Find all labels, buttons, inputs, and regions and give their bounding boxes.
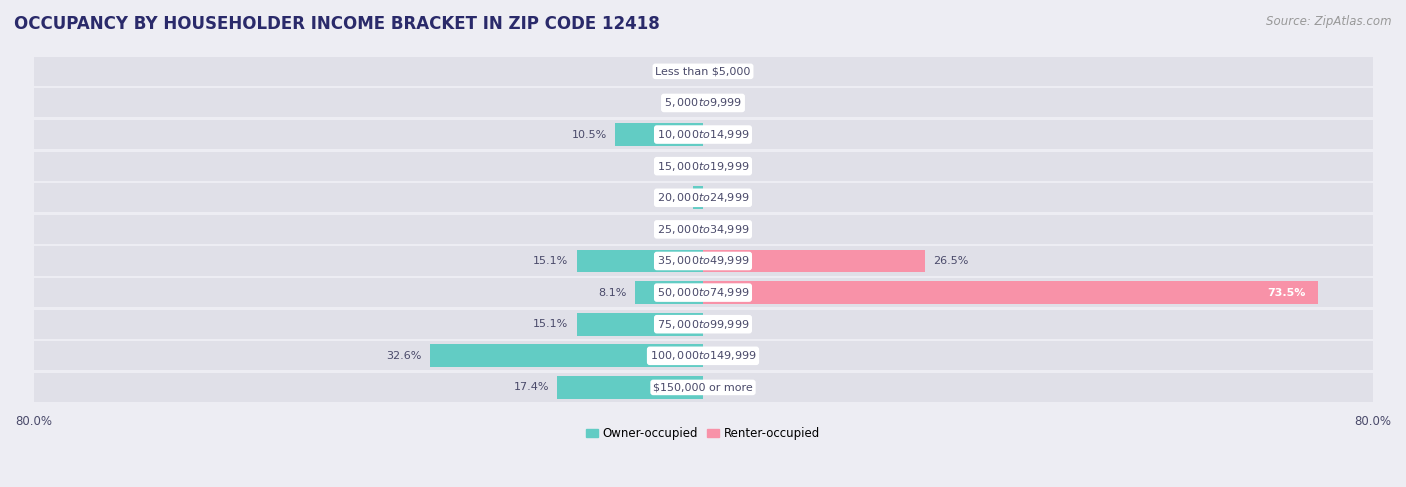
Text: $35,000 to $49,999: $35,000 to $49,999 xyxy=(657,255,749,267)
Text: 10.5%: 10.5% xyxy=(571,130,607,140)
Text: 32.6%: 32.6% xyxy=(387,351,422,361)
Bar xyxy=(34,341,1372,370)
Text: 15.1%: 15.1% xyxy=(533,319,568,329)
Text: 0.0%: 0.0% xyxy=(711,130,740,140)
Text: OCCUPANCY BY HOUSEHOLDER INCOME BRACKET IN ZIP CODE 12418: OCCUPANCY BY HOUSEHOLDER INCOME BRACKET … xyxy=(14,15,659,33)
Bar xyxy=(576,250,703,272)
Text: Less than $5,000: Less than $5,000 xyxy=(655,66,751,76)
Bar xyxy=(636,281,703,304)
Bar xyxy=(703,281,1317,304)
Text: 0.0%: 0.0% xyxy=(666,66,695,76)
Text: 17.4%: 17.4% xyxy=(513,382,548,393)
Bar xyxy=(34,246,1372,276)
Text: 0.0%: 0.0% xyxy=(711,319,740,329)
Bar xyxy=(557,376,703,399)
Text: $75,000 to $99,999: $75,000 to $99,999 xyxy=(657,318,749,331)
Text: 73.5%: 73.5% xyxy=(1267,288,1306,298)
Text: $25,000 to $34,999: $25,000 to $34,999 xyxy=(657,223,749,236)
Text: 26.5%: 26.5% xyxy=(934,256,969,266)
Bar xyxy=(616,123,703,146)
Text: 0.0%: 0.0% xyxy=(666,225,695,234)
Bar xyxy=(430,344,703,367)
Bar xyxy=(34,151,1372,181)
Bar xyxy=(34,183,1372,212)
Bar xyxy=(693,187,703,209)
Text: $10,000 to $14,999: $10,000 to $14,999 xyxy=(657,128,749,141)
Legend: Owner-occupied, Renter-occupied: Owner-occupied, Renter-occupied xyxy=(581,422,825,445)
Text: $5,000 to $9,999: $5,000 to $9,999 xyxy=(664,96,742,110)
Bar xyxy=(34,89,1372,117)
Bar xyxy=(34,57,1372,86)
Text: 0.0%: 0.0% xyxy=(711,98,740,108)
Bar xyxy=(34,278,1372,307)
Text: 0.0%: 0.0% xyxy=(711,161,740,171)
Text: 0.0%: 0.0% xyxy=(711,66,740,76)
Text: 0.0%: 0.0% xyxy=(666,161,695,171)
Text: 0.0%: 0.0% xyxy=(711,225,740,234)
Bar xyxy=(34,310,1372,339)
Text: 0.0%: 0.0% xyxy=(711,351,740,361)
Bar xyxy=(703,250,925,272)
Text: $150,000 or more: $150,000 or more xyxy=(654,382,752,393)
Text: Source: ZipAtlas.com: Source: ZipAtlas.com xyxy=(1267,15,1392,28)
Text: 8.1%: 8.1% xyxy=(599,288,627,298)
Text: 0.0%: 0.0% xyxy=(711,193,740,203)
Text: 15.1%: 15.1% xyxy=(533,256,568,266)
Text: $50,000 to $74,999: $50,000 to $74,999 xyxy=(657,286,749,299)
Text: $100,000 to $149,999: $100,000 to $149,999 xyxy=(650,349,756,362)
Text: 0.0%: 0.0% xyxy=(666,98,695,108)
Bar xyxy=(576,313,703,336)
Bar xyxy=(34,120,1372,149)
Text: 1.2%: 1.2% xyxy=(657,193,685,203)
Text: 0.0%: 0.0% xyxy=(711,382,740,393)
Text: $20,000 to $24,999: $20,000 to $24,999 xyxy=(657,191,749,204)
Text: $15,000 to $19,999: $15,000 to $19,999 xyxy=(657,160,749,173)
Bar xyxy=(34,373,1372,402)
Bar xyxy=(34,215,1372,244)
